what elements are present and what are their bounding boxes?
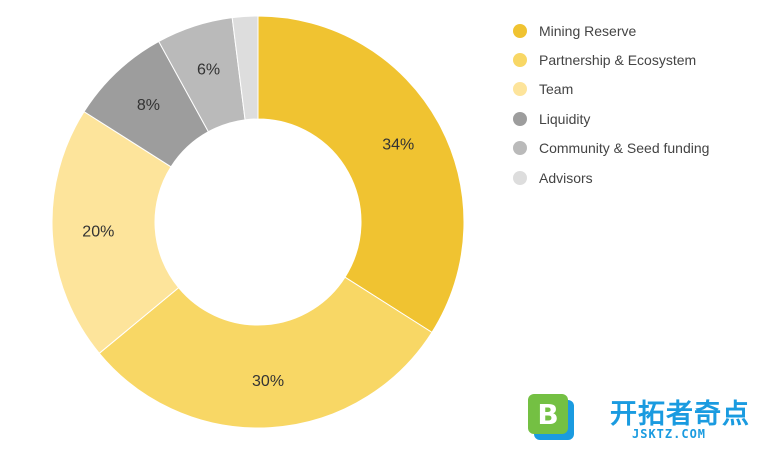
legend-swatch-icon xyxy=(513,141,527,156)
watermark-title: 开拓者奇点 xyxy=(610,399,750,430)
watermark-logo-front-square xyxy=(528,394,568,434)
legend-item-liquidity[interactable]: Liquidity xyxy=(513,104,709,133)
slice-label-mining-reserve: 34% xyxy=(382,136,414,153)
watermark-logo-letter: B xyxy=(537,398,558,431)
legend-item-mining-reserve[interactable]: Mining Reserve xyxy=(513,16,709,45)
slice-partnership-and-ecosystem xyxy=(98,276,433,429)
watermark-url: JSKTZ.COM xyxy=(632,427,707,441)
slice-advisors xyxy=(231,15,259,121)
slice-label-liquidity: 8% xyxy=(137,97,160,114)
site-watermark: B 开拓者奇点 JSKTZ.COM xyxy=(528,390,760,446)
watermark-logo-icon: B xyxy=(528,394,574,440)
legend-label: Partnership & Ecosystem xyxy=(539,52,697,69)
chart-legend: Mining Reserve Partnership & Ecosystem Tea… xyxy=(513,16,709,192)
slice-mining-reserve xyxy=(257,15,465,334)
slice-label-partnership-and-ecosystem: 30% xyxy=(252,373,284,390)
legend-swatch-icon xyxy=(513,82,527,97)
legend-item-team[interactable]: Team xyxy=(513,75,709,104)
legend-swatch-icon xyxy=(513,111,527,126)
legend-swatch-icon xyxy=(513,53,527,68)
donut-value-labels: 34% 30% 20% 8% 6% xyxy=(82,61,414,390)
legend-label: Mining Reserve xyxy=(539,22,637,39)
legend-item-advisors[interactable]: Advisors xyxy=(513,163,709,192)
legend-label: Community & Seed funding xyxy=(539,140,710,157)
slice-label-team: 20% xyxy=(82,224,114,241)
slice-team xyxy=(51,110,180,355)
donut-slices xyxy=(51,15,465,429)
legend-item-community-and-seed-funding[interactable]: Community & Seed funding xyxy=(513,134,709,163)
slice-label-community-and-seed-funding: 6% xyxy=(197,61,220,78)
legend-label: Liquidity xyxy=(539,110,591,127)
legend-swatch-icon xyxy=(513,23,527,38)
legend-item-partnership-and-ecosystem[interactable]: Partnership & Ecosystem xyxy=(513,45,709,74)
legend-label: Team xyxy=(539,81,574,98)
legend-label: Advisors xyxy=(539,169,593,186)
legend-swatch-icon xyxy=(513,170,527,185)
